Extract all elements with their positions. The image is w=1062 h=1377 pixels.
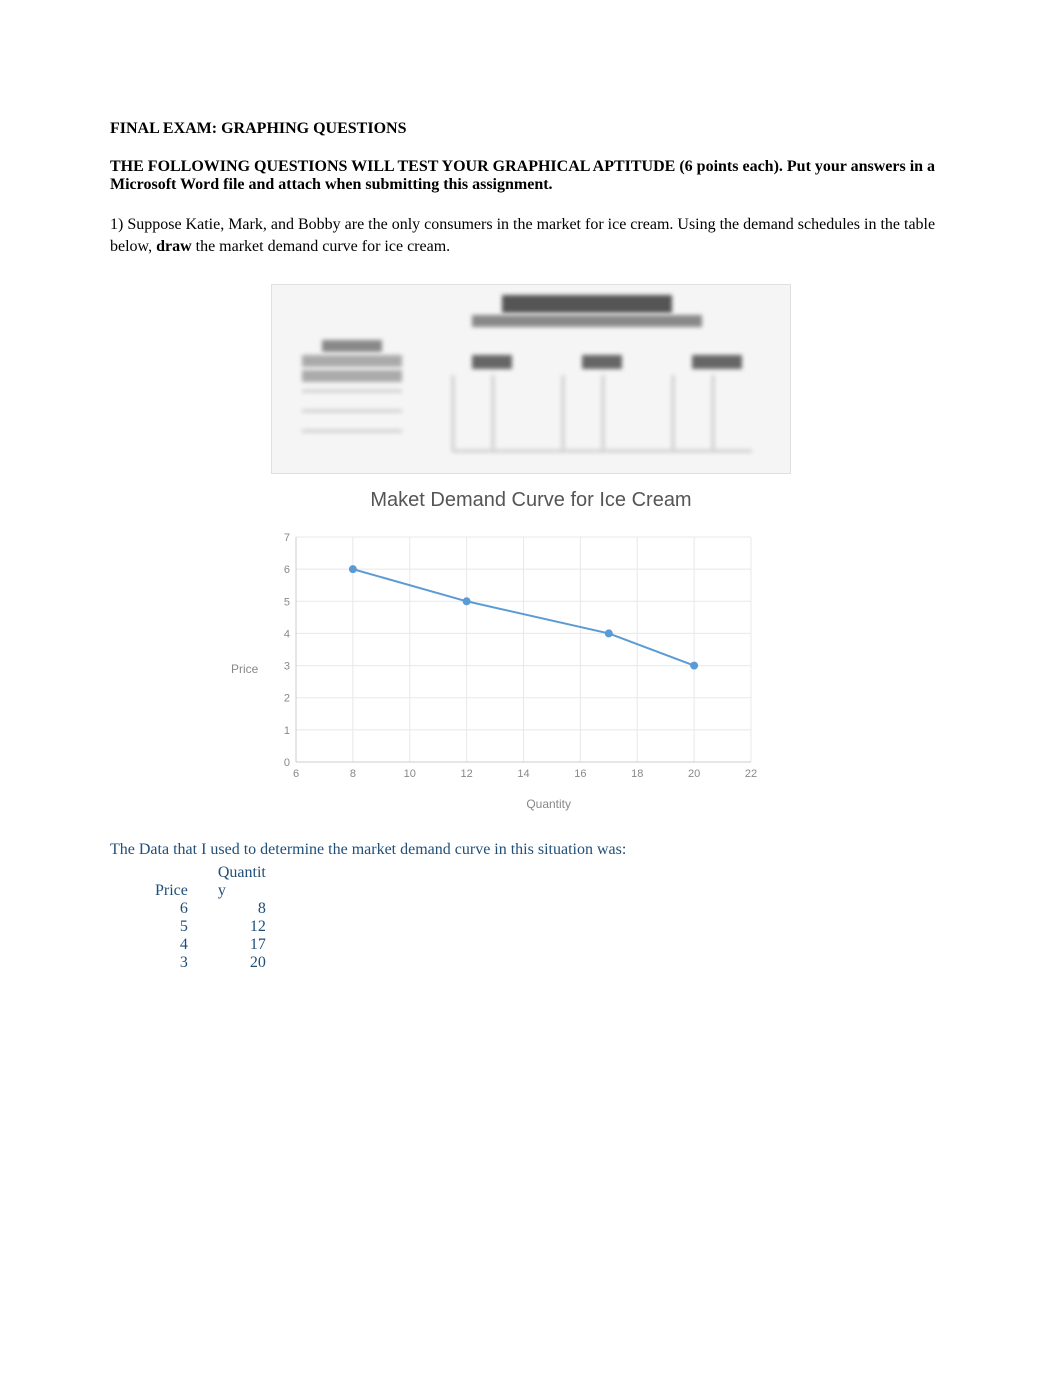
qty-header-line1: Quantit [218,864,266,881]
svg-text:18: 18 [631,768,643,780]
data-table: Price Quantit y 6 8 5 12 4 17 3 20 [140,864,281,972]
table-row: 4 17 [140,936,281,954]
demand-chart-svg: 012345676810121416182022 [266,527,766,787]
svg-text:3: 3 [284,660,290,672]
table-cell-price: 3 [140,954,203,972]
table-row: 3 20 [140,954,281,972]
y-axis-label: Price [231,662,258,676]
question-text: 1) Suppose Katie, Mark, and Bobby are th… [110,214,952,259]
svg-text:20: 20 [688,768,700,780]
data-caption: The Data that I used to determine the ma… [110,841,952,859]
svg-text:7: 7 [284,532,290,544]
page-subheading: THE FOLLOWING QUESTIONS WILL TEST YOUR G… [110,158,952,194]
svg-text:4: 4 [284,628,290,640]
table-cell-qty: 20 [203,954,281,972]
svg-text:22: 22 [745,768,757,780]
svg-text:0: 0 [284,757,290,769]
svg-text:14: 14 [518,768,530,780]
table-cell-price: 5 [140,918,203,936]
table-header-row: Price Quantit y [140,864,281,900]
svg-text:10: 10 [404,768,416,780]
table-cell-qty: 12 [203,918,281,936]
qty-header-line2: y [218,882,226,899]
svg-text:2: 2 [284,692,290,704]
chart-container: Maket Demand Curve for Ice Cream Price 0… [110,489,952,811]
svg-text:8: 8 [350,768,356,780]
question-suffix: the market demand curve for ice cream. [192,238,451,255]
table-cell-qty: 17 [203,936,281,954]
table-row: 5 12 [140,918,281,936]
question-bold: draw [156,238,192,255]
svg-text:16: 16 [575,768,587,780]
svg-text:6: 6 [293,768,299,780]
x-axis-label: Quantity [266,797,831,811]
svg-text:6: 6 [284,564,290,576]
svg-text:12: 12 [461,768,473,780]
table-cell-qty: 8 [203,900,281,918]
table-header-quantity: Quantit y [203,864,281,900]
chart-title: Maket Demand Curve for Ice Cream [231,489,831,512]
page-heading: FINAL EXAM: GRAPHING QUESTIONS [110,120,952,138]
table-cell-price: 6 [140,900,203,918]
svg-text:1: 1 [284,725,290,737]
table-row: 6 8 [140,900,281,918]
svg-text:5: 5 [284,596,290,608]
table-cell-price: 4 [140,936,203,954]
blurred-reference-image [110,284,952,474]
table-header-price: Price [140,864,203,900]
